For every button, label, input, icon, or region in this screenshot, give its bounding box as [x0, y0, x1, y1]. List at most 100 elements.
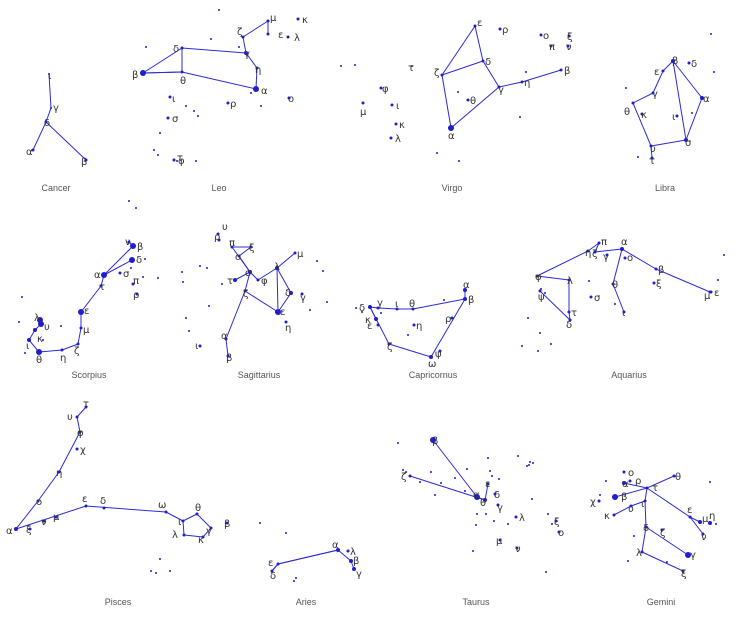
constellation-line	[337, 549, 352, 562]
constellation-line	[441, 74, 452, 129]
star-zeta	[387, 342, 391, 346]
constellation-line	[244, 290, 279, 313]
field-star	[491, 475, 493, 477]
constellation-line	[539, 290, 571, 321]
field-star	[159, 558, 161, 560]
star-mu	[266, 19, 270, 23]
star-alpha	[224, 337, 228, 341]
constellation-line	[142, 47, 183, 74]
star-label-epsilon: ε	[280, 307, 285, 318]
constellation-sagittarius: ρυπ ξο λ μ τ σζ φ δ γ εη α ι β Sagittarius	[181, 222, 328, 380]
star-gamma	[50, 107, 52, 109]
star-lambda	[389, 136, 393, 140]
star-label-iota: ι	[395, 299, 399, 310]
field-star	[472, 550, 474, 552]
star-label-gamma: γ	[603, 252, 609, 263]
star-label-lambda: λ	[395, 134, 401, 145]
star-label-theta: θ	[195, 503, 201, 514]
constellation-line	[142, 71, 183, 74]
star-omicron	[623, 256, 627, 260]
star-tau	[567, 310, 571, 314]
constellation-line	[182, 513, 198, 522]
star-label-omicron: ο	[558, 528, 564, 539]
field-star	[440, 482, 442, 484]
constellation-line	[255, 67, 258, 90]
constellation-line	[652, 70, 664, 94]
field-star	[713, 71, 715, 73]
star-kappa	[33, 328, 37, 332]
constellation-line	[202, 527, 212, 538]
constellation-line	[650, 145, 653, 159]
constellation-line	[276, 267, 279, 313]
star-epsilon	[688, 515, 692, 519]
star-label-mu: μ	[270, 13, 277, 24]
star-delta	[102, 506, 106, 510]
star-gamma	[300, 292, 304, 296]
star-epsilon	[266, 32, 270, 36]
star-mu	[498, 538, 502, 542]
star-epsilon	[275, 309, 281, 315]
star-omicron	[622, 470, 626, 474]
constellation-line	[655, 268, 711, 293]
star-label-iota: ι	[172, 94, 176, 105]
star-iota	[643, 499, 647, 503]
constellation-line	[80, 285, 102, 313]
constellation-line	[412, 298, 466, 310]
constellation-line	[369, 306, 377, 320]
constellation-line	[388, 343, 432, 358]
star-label-alpha: α	[94, 270, 101, 281]
field-star	[157, 154, 159, 156]
star-sigma	[684, 138, 688, 142]
constellation-line	[103, 259, 133, 276]
star-label-zeta: ζ	[401, 472, 406, 483]
star-label-tau: τ	[227, 276, 233, 287]
star-label-nu: ν	[701, 532, 707, 543]
constellation-line	[225, 290, 246, 340]
star-label-epsilon: ε	[485, 479, 490, 490]
star-beta	[225, 521, 229, 525]
star-label-mu: μ	[496, 536, 503, 547]
star-kappa	[394, 122, 398, 126]
star-label-iota: ι	[622, 308, 626, 319]
star-zeta	[593, 250, 597, 254]
star-label-sigma: σ	[685, 138, 692, 149]
star-theta	[672, 474, 676, 478]
star-delta	[289, 291, 293, 295]
star-alpha	[448, 125, 454, 131]
star-label-gamma: γ	[244, 49, 250, 60]
star-theta	[483, 498, 487, 502]
star-label-theta: θ	[624, 107, 630, 118]
constellation-line	[45, 121, 87, 161]
star-label-beta: β	[224, 519, 230, 530]
star-beta	[612, 494, 618, 500]
star-label-alpha: α	[463, 280, 470, 291]
star-label-gamma: γ	[377, 298, 383, 309]
field-star	[355, 307, 357, 309]
star-beta	[559, 68, 563, 72]
star-eta	[255, 66, 259, 70]
star-label-theta: θ	[675, 472, 681, 483]
star-rho	[450, 316, 454, 320]
constellation-leo: κ μ ζ ε λ δ γ β θ ηα ο ι ρ σ τφ Leo	[132, 9, 308, 193]
constellation-line	[536, 250, 589, 277]
star-beta	[430, 437, 436, 443]
field-star	[153, 149, 155, 151]
constellation-line	[196, 513, 212, 529]
star-lambda	[640, 550, 644, 554]
field-star	[489, 470, 491, 472]
star-alpha	[101, 272, 107, 278]
constellation-line	[482, 60, 500, 88]
constellation-line	[277, 549, 339, 565]
star-epsilon	[473, 24, 477, 28]
constellation-line	[484, 483, 489, 501]
star-lambda	[514, 515, 518, 519]
star-theta	[631, 101, 635, 105]
constellation-line	[594, 242, 600, 253]
star-eta	[412, 323, 416, 327]
constellation-name: Scorpius	[71, 370, 107, 380]
field-star	[182, 281, 184, 283]
field-star	[60, 325, 62, 327]
field-star	[529, 461, 531, 463]
star-label-lambda: λ	[636, 548, 642, 559]
